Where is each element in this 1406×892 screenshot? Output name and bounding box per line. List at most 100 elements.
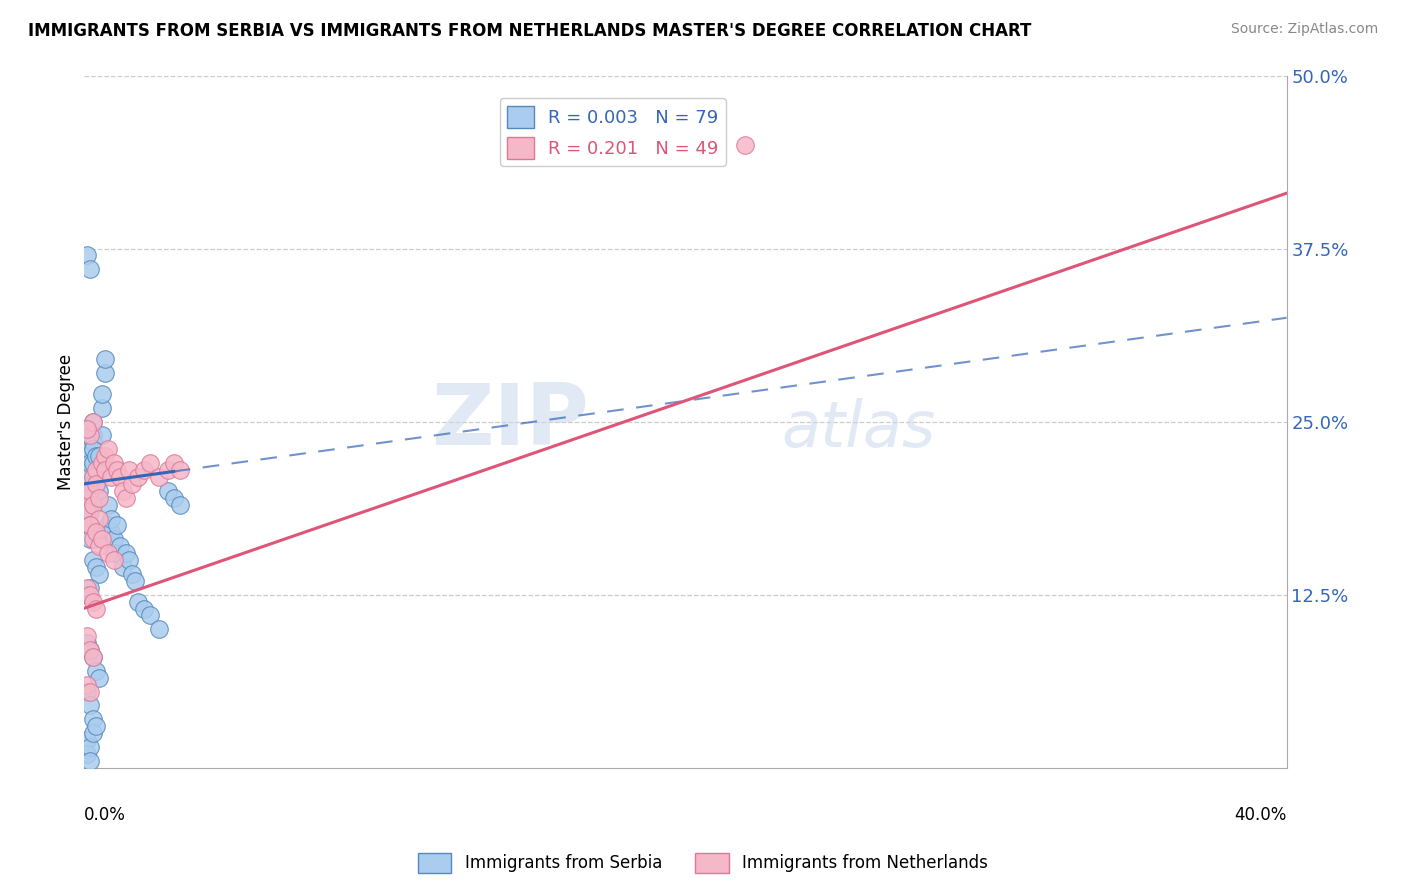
Point (138, 456, 160, 470)
Point (84, 491, 107, 505)
Point (100, 525, 122, 540)
Point (97, 518, 120, 533)
Point (108, 539, 131, 553)
Point (108, 470, 131, 484)
Point (169, 498, 191, 512)
Point (82, 491, 104, 505)
Point (90, 533, 112, 547)
Point (79, 518, 101, 533)
Text: 40.0%: 40.0% (1234, 805, 1286, 824)
Point (82, 442, 104, 457)
Point (76, 747, 98, 761)
Point (79, 739, 101, 754)
Point (132, 463, 155, 477)
Point (79, 518, 101, 533)
Point (82, 712, 104, 726)
Point (84, 449, 107, 463)
Point (127, 594, 149, 608)
Point (82, 649, 104, 664)
Point (87, 449, 110, 463)
Point (121, 566, 143, 581)
Point (82, 553, 104, 567)
Point (79, 581, 101, 595)
Point (100, 511, 122, 525)
Point (76, 581, 98, 595)
Point (76, 678, 98, 692)
Point (79, 588, 101, 602)
Point (84, 463, 107, 477)
Point (76, 505, 98, 519)
Point (79, 428, 101, 442)
Point (76, 463, 98, 477)
Point (103, 456, 125, 470)
Point (79, 533, 101, 547)
Point (82, 726, 104, 740)
Point (93, 366, 115, 380)
Point (76, 491, 98, 505)
Point (87, 539, 110, 553)
Point (156, 463, 179, 477)
Point (76, 442, 98, 457)
Point (84, 476, 107, 491)
Point (76, 449, 98, 463)
Point (79, 643, 101, 657)
Point (76, 456, 98, 470)
Point (103, 553, 125, 567)
Point (132, 601, 155, 615)
Point (169, 463, 191, 477)
Point (114, 491, 136, 505)
Point (82, 533, 104, 547)
Point (76, 636, 98, 650)
Point (111, 560, 134, 574)
Point (734, 137, 756, 152)
Point (76, 248, 98, 262)
Point (82, 415, 104, 429)
Y-axis label: Master's Degree: Master's Degree (58, 353, 75, 490)
Point (156, 483, 179, 498)
Point (82, 498, 104, 512)
Point (163, 456, 186, 470)
Point (117, 553, 139, 567)
Point (148, 622, 170, 636)
Point (79, 262, 101, 277)
Point (103, 546, 125, 560)
Point (82, 456, 104, 470)
Point (76, 421, 98, 435)
Point (76, 470, 98, 484)
Point (105, 518, 128, 533)
Point (76, 498, 98, 512)
Text: IMMIGRANTS FROM SERBIA VS IMMIGRANTS FROM NETHERLANDS MASTER'S DEGREE CORRELATIO: IMMIGRANTS FROM SERBIA VS IMMIGRANTS FRO… (28, 22, 1032, 40)
Point (82, 594, 104, 608)
Point (90, 387, 112, 401)
Point (87, 671, 110, 685)
Point (79, 505, 101, 519)
Point (87, 491, 110, 505)
Point (111, 483, 134, 498)
Point (87, 566, 110, 581)
Point (82, 428, 104, 442)
Point (79, 518, 101, 533)
Point (163, 491, 186, 505)
Point (117, 463, 139, 477)
Point (148, 470, 170, 484)
Point (84, 664, 107, 678)
Point (79, 456, 101, 470)
Point (82, 435, 104, 450)
Point (84, 525, 107, 540)
Point (84, 719, 107, 733)
Point (84, 476, 107, 491)
Point (76, 505, 98, 519)
Point (84, 470, 107, 484)
Text: ZIP: ZIP (432, 380, 589, 463)
Point (82, 470, 104, 484)
Point (90, 456, 112, 470)
Point (82, 649, 104, 664)
Point (79, 491, 101, 505)
Point (76, 588, 98, 602)
Point (105, 463, 128, 477)
Point (103, 533, 125, 547)
Point (79, 470, 101, 484)
Point (84, 601, 107, 615)
Point (93, 463, 115, 477)
Point (76, 629, 98, 643)
